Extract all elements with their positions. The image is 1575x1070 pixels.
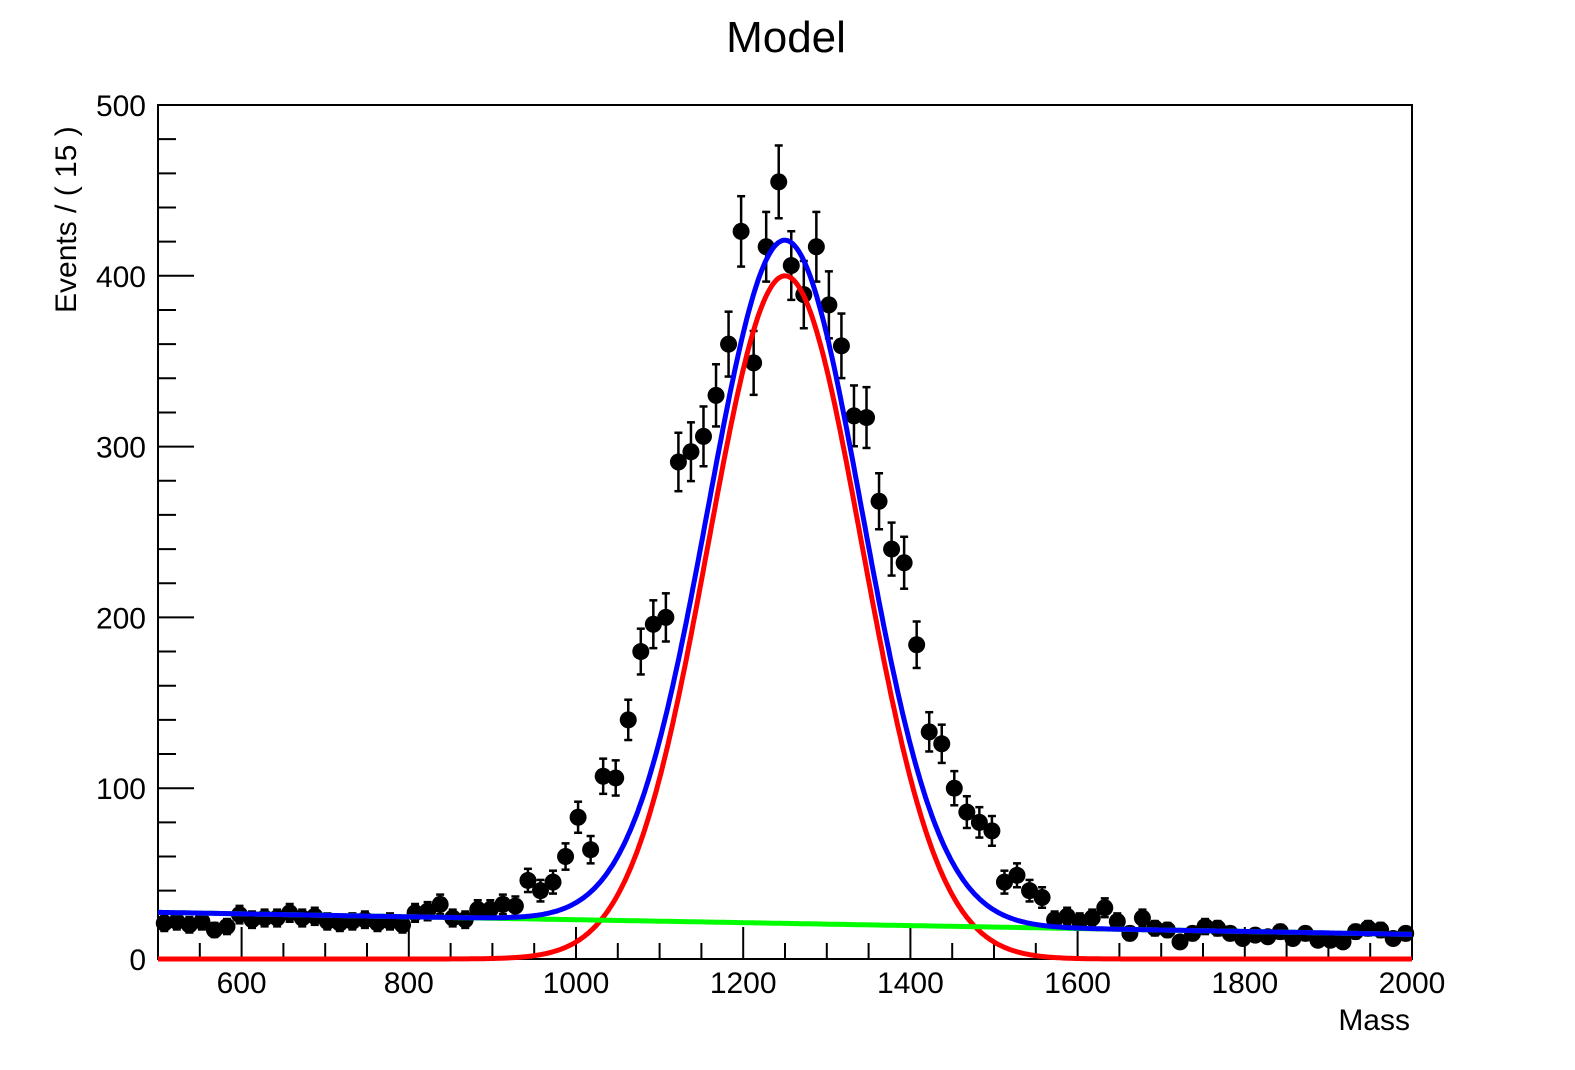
x-tick-label: 2000 xyxy=(1379,967,1446,1000)
data-point xyxy=(1033,889,1051,907)
data-point xyxy=(995,873,1013,891)
data-point xyxy=(807,238,825,256)
y-axis-tick-labels: 0 100 200 300 400 500 xyxy=(96,90,146,977)
gaussian-curve xyxy=(157,273,1413,962)
y-tick-label: 100 xyxy=(96,773,146,806)
data-point xyxy=(707,386,725,404)
data-point xyxy=(1021,882,1039,900)
x-tick-label: 1200 xyxy=(710,967,777,1000)
data-point xyxy=(732,222,750,240)
data-point xyxy=(155,914,173,932)
data-point xyxy=(770,173,788,191)
y-tick-label: 500 xyxy=(96,90,146,123)
x-tick-label: 800 xyxy=(384,967,434,1000)
y-tick-label: 0 xyxy=(129,944,146,977)
data-point xyxy=(945,779,963,797)
x-tick-label: 1400 xyxy=(877,967,944,1000)
chart-title: Model xyxy=(726,13,846,62)
data-point xyxy=(193,912,211,930)
data-point xyxy=(694,427,712,445)
data-point xyxy=(1171,933,1189,951)
total-curve xyxy=(157,237,1413,937)
data-point xyxy=(870,492,888,510)
data-point xyxy=(1321,931,1339,949)
data-point xyxy=(594,767,612,785)
data-point xyxy=(745,354,763,372)
data-point xyxy=(531,882,549,900)
data-point xyxy=(1133,909,1151,927)
data-point xyxy=(883,540,901,558)
data-point xyxy=(895,554,913,572)
data-point xyxy=(519,871,537,889)
data-point xyxy=(431,895,449,913)
x-tick-label: 600 xyxy=(217,967,267,1000)
data-point xyxy=(1334,933,1352,951)
y-tick-label: 400 xyxy=(96,261,146,294)
data-point xyxy=(720,335,738,353)
data-point xyxy=(958,803,976,821)
y-axis-label: Events / ( 15 ) xyxy=(50,126,83,313)
data-point xyxy=(1083,909,1101,927)
data-point xyxy=(607,769,625,787)
x-tick-label: 1800 xyxy=(1211,967,1278,1000)
data-point xyxy=(632,643,650,661)
data-point xyxy=(394,916,412,934)
x-tick-label: 1000 xyxy=(543,967,610,1000)
data-point xyxy=(506,897,524,915)
y-tick-label: 200 xyxy=(96,602,146,635)
data-point xyxy=(920,723,938,741)
data-point xyxy=(569,808,587,826)
data-point xyxy=(832,337,850,355)
data-point xyxy=(469,900,487,918)
x-axis-tick-labels: 600 800 1000 1200 1400 1600 1800 2000 xyxy=(217,967,1446,1000)
data-point xyxy=(544,873,562,891)
data-point xyxy=(619,711,637,729)
data-point xyxy=(845,407,863,425)
data-point xyxy=(682,443,700,461)
data-point xyxy=(1008,866,1026,884)
data-points xyxy=(155,173,1415,951)
data-point xyxy=(582,841,600,859)
data-point xyxy=(933,735,951,753)
data-point xyxy=(644,615,662,633)
data-point xyxy=(331,914,349,932)
y-axis-ticks xyxy=(158,104,194,960)
data-point xyxy=(1309,931,1327,949)
x-tick-label: 1600 xyxy=(1044,967,1111,1000)
data-point xyxy=(1108,912,1126,930)
data-point xyxy=(494,895,512,913)
data-point xyxy=(983,822,1001,840)
data-point xyxy=(218,918,236,936)
x-axis-ticks xyxy=(157,927,1413,959)
data-point xyxy=(782,257,800,275)
fit-curves xyxy=(157,237,1413,962)
data-point xyxy=(908,636,926,654)
data-point xyxy=(657,608,675,626)
data-point xyxy=(557,848,575,866)
data-point xyxy=(820,296,838,314)
data-point xyxy=(669,453,687,471)
data-point xyxy=(368,914,386,932)
data-point xyxy=(1096,899,1114,917)
data-point xyxy=(970,813,988,831)
plot-frame xyxy=(157,104,1413,960)
data-point xyxy=(858,409,876,427)
y-tick-label: 300 xyxy=(96,432,146,465)
x-axis-label: Mass xyxy=(1338,1004,1410,1037)
